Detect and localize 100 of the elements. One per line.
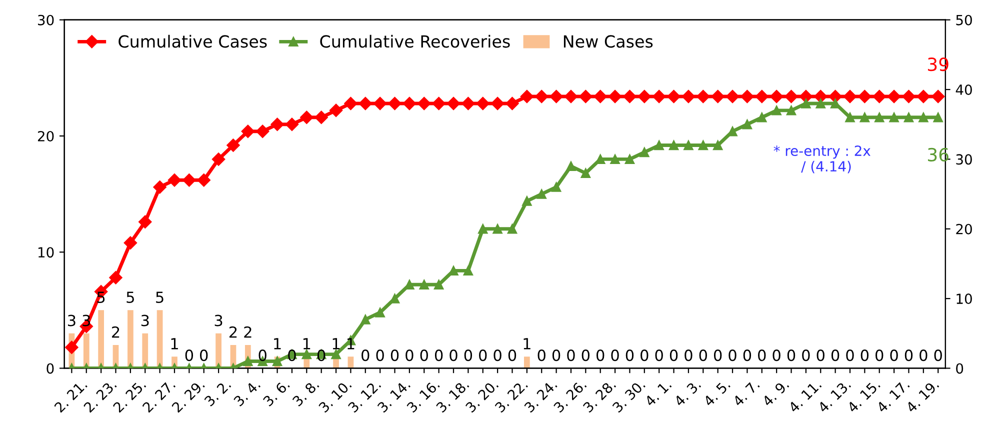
data-label: 3 <box>68 314 76 326</box>
x-tick-label: 4. 1. <box>644 379 672 407</box>
point <box>902 90 916 104</box>
point <box>358 96 372 110</box>
point <box>933 112 943 122</box>
point <box>462 96 475 110</box>
data-label: 0 <box>611 350 619 362</box>
data-label: 0 <box>816 350 824 362</box>
point <box>640 147 650 158</box>
point <box>536 189 546 199</box>
y-tick-label: 0 <box>46 363 54 374</box>
data-label: 0 <box>288 350 296 362</box>
point <box>726 90 740 104</box>
data-label: 0 <box>684 350 692 362</box>
point <box>375 308 385 318</box>
point <box>197 174 210 187</box>
point <box>740 90 754 104</box>
point <box>241 124 254 138</box>
point <box>434 280 444 290</box>
x-tick-label: 4. 9. <box>762 379 790 407</box>
point <box>887 90 901 104</box>
data-label: 0 <box>743 350 752 362</box>
data-label: 0 <box>802 350 810 362</box>
point <box>755 90 768 104</box>
point <box>490 96 504 110</box>
point <box>784 90 798 104</box>
point <box>402 96 416 110</box>
point <box>918 112 928 122</box>
data-label: 0 <box>406 350 414 362</box>
point <box>419 280 429 290</box>
point <box>654 140 664 150</box>
point <box>667 90 680 104</box>
data-label: 0 <box>670 350 678 362</box>
point <box>564 90 578 104</box>
point <box>168 174 182 187</box>
point <box>624 154 635 164</box>
point <box>124 236 138 250</box>
data-label: 0 <box>200 350 208 362</box>
point <box>492 224 502 234</box>
bar <box>127 310 134 368</box>
data-label: 5 <box>156 292 164 304</box>
point <box>270 118 284 131</box>
y2-tick-label: 50 <box>956 14 972 26</box>
x-tick-label: 4. 19. <box>905 379 940 414</box>
point <box>684 140 694 150</box>
y-tick-label: 30 <box>38 14 54 26</box>
point <box>916 90 930 104</box>
bar <box>216 333 222 368</box>
legend-label: Cumulative Cases <box>118 34 267 48</box>
bar <box>83 333 90 368</box>
data-label: 0 <box>464 350 472 362</box>
point <box>858 90 872 104</box>
point <box>535 90 548 104</box>
point <box>757 112 767 122</box>
point <box>845 112 855 122</box>
point <box>478 224 488 234</box>
point <box>109 271 122 284</box>
point <box>476 96 490 110</box>
data-label: 0 <box>772 350 780 362</box>
y2-tick-label: 40 <box>956 84 972 95</box>
data-label: 0 <box>362 350 370 362</box>
legend-label: New Cases <box>564 35 653 48</box>
data-label: 1 <box>332 338 340 350</box>
data-label: 0 <box>831 350 840 362</box>
point <box>786 106 796 116</box>
y2-tick-label: 0 <box>956 363 964 374</box>
point <box>285 118 299 131</box>
point <box>300 110 314 124</box>
point <box>446 96 460 110</box>
point <box>551 182 562 192</box>
point <box>506 96 519 110</box>
point <box>712 140 723 150</box>
point <box>830 98 840 108</box>
data-label: 0 <box>787 350 796 362</box>
point <box>595 154 606 164</box>
point <box>711 90 724 104</box>
data-label: 2 <box>244 326 252 338</box>
point <box>344 96 358 110</box>
x-tick-label: 4. 7. <box>732 379 760 407</box>
point <box>256 124 270 138</box>
point <box>772 106 782 116</box>
point <box>610 154 620 164</box>
point <box>65 340 78 354</box>
x-tick-label: 3. 2. <box>204 379 232 407</box>
point <box>520 90 534 104</box>
point <box>932 90 945 104</box>
point <box>182 174 196 187</box>
x-tick-label: 3. 6. <box>262 379 290 407</box>
point <box>682 90 696 104</box>
data-label: 0 <box>876 350 884 362</box>
point <box>579 90 592 104</box>
point <box>874 112 884 122</box>
point <box>226 138 240 152</box>
point <box>153 180 166 194</box>
data-label: 1 <box>274 338 281 350</box>
data-label: 1 <box>524 338 530 350</box>
point <box>801 98 811 108</box>
y-tick-label: 10 <box>38 247 54 258</box>
data-label: 0 <box>934 350 942 362</box>
point <box>360 314 370 324</box>
